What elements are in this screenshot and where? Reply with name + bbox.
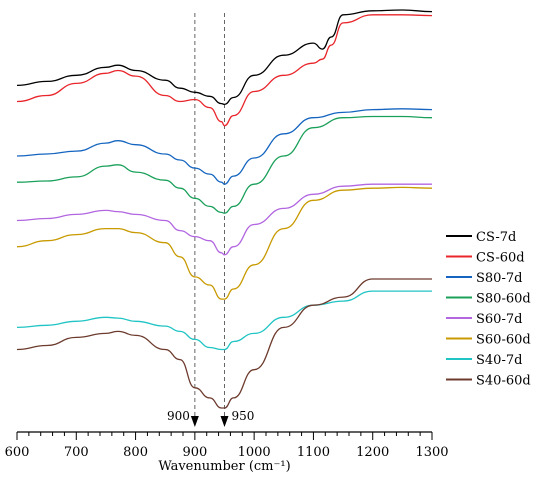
reference-arrow-900 — [190, 416, 199, 427]
x-tick-label: 700 — [64, 445, 89, 460]
x-tick-label: 900 — [182, 445, 207, 460]
legend-label-s40-60d: S40-60d — [476, 374, 531, 389]
series-line-cs-7d — [16, 9, 433, 106]
legend-label-s80-7d: S80-7d — [476, 271, 522, 286]
series-line-s40-60d — [16, 278, 432, 409]
series-line-s60-7d — [16, 183, 432, 256]
legend-label-cs-60d: CS-60d — [476, 251, 525, 266]
x-tick-label: 800 — [123, 445, 148, 460]
series-line-s80-7d — [16, 108, 433, 185]
x-tick-label: 1100 — [297, 445, 330, 460]
legend-label-s60-60d: S60-60d — [476, 333, 531, 348]
reference-arrow-950 — [220, 416, 229, 427]
reference-label-950: 950 — [232, 409, 255, 423]
reference-label-900: 900 — [167, 409, 190, 423]
legend-label-s60-7d: S60-7d — [476, 312, 522, 327]
legend-label-s40-7d: S40-7d — [476, 353, 522, 368]
legend-label-s80-60d: S80-60d — [476, 292, 531, 307]
series-line-s80-60d — [16, 115, 433, 214]
x-tick-label: 600 — [5, 445, 30, 460]
series-line-s40-7d — [16, 290, 432, 351]
series-line-cs-60d — [16, 14, 433, 127]
legend-label-cs-7d: CS-7d — [476, 230, 516, 245]
x-tick-label: 1000 — [238, 445, 271, 460]
x-tick-label: 1200 — [356, 445, 389, 460]
x-axis-title: Wavenumber (cm⁻¹) — [158, 459, 290, 474]
series-line-s60-60d — [16, 186, 433, 300]
x-tick-label: 1300 — [415, 445, 448, 460]
